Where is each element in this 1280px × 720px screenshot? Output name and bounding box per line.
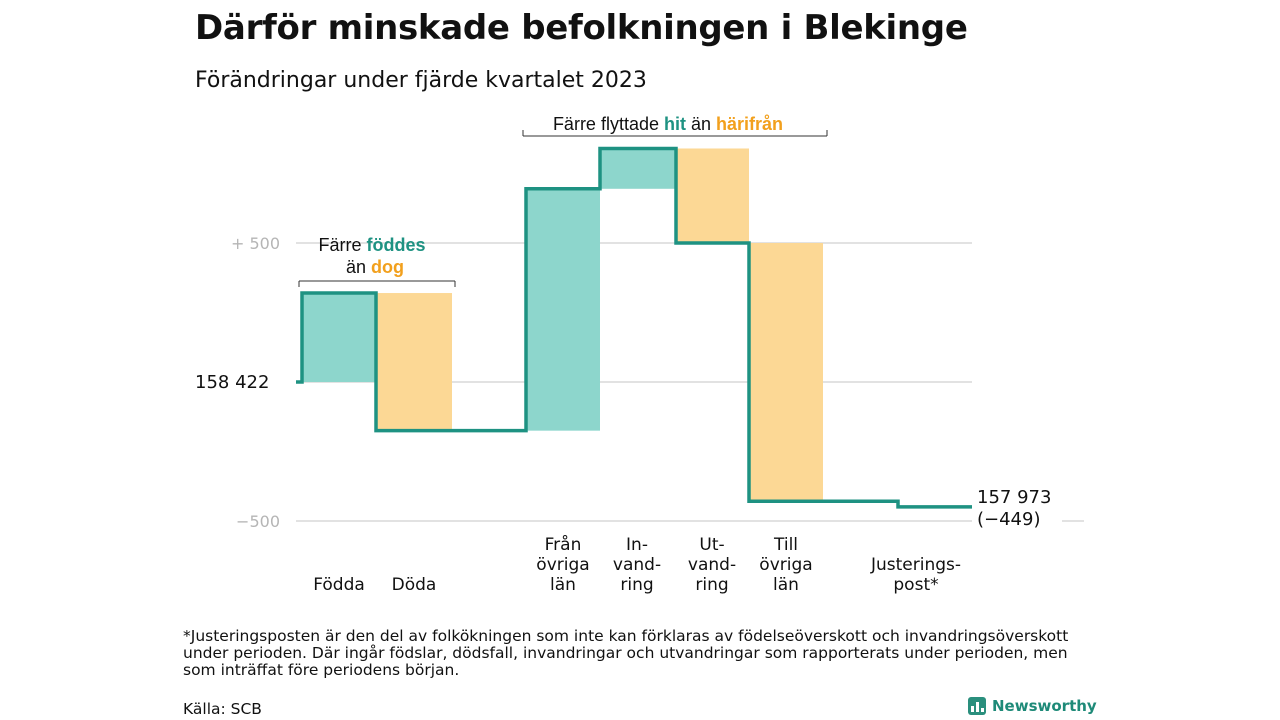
- footnote: *Justeringsposten är den del av folkökni…: [183, 627, 1069, 679]
- annotation-migration: Färre flyttade hit än härifrån: [553, 114, 783, 134]
- x-label-6-1: post*: [893, 575, 938, 595]
- chart-title: Därför minskade befolkningen i Blekinge: [195, 8, 968, 48]
- bar-1: [377, 293, 452, 431]
- x-label-4-1: vand-: [688, 555, 736, 575]
- bar-3: [600, 148, 676, 189]
- x-label-5-1: övriga: [759, 555, 812, 575]
- x-label-4-2: ring: [695, 575, 728, 595]
- x-label-3-1: vand-: [613, 555, 661, 575]
- baseline-label: 158 422: [195, 372, 269, 393]
- bar-4: [676, 148, 749, 243]
- end-value-label: 157 973: [977, 487, 1051, 508]
- source-label: Källa: SCB: [183, 700, 262, 718]
- end-change-label: (−449): [977, 509, 1040, 530]
- x-label-3-2: ring: [620, 575, 653, 595]
- newsworthy-icon: [968, 697, 986, 715]
- brand-logo: Newsworthy: [968, 697, 1097, 715]
- x-label-2-1: övriga: [536, 555, 589, 575]
- x-label-5-0: Till: [773, 535, 798, 555]
- x-label-3-0: In-: [626, 535, 648, 555]
- x-label-1-0: Döda: [392, 575, 437, 595]
- x-label-0-0: Födda: [313, 575, 365, 595]
- x-label-2-2: län: [550, 575, 576, 595]
- bar-0: [302, 293, 376, 382]
- waterfall-chart: + 500 −500 158 422 157 973(−449) Födda Döda Fr…: [195, 114, 1084, 595]
- x-label-4-0: Ut-: [699, 535, 724, 555]
- bar-2: [526, 188, 600, 431]
- y-tick-label-0: + 500: [231, 234, 280, 253]
- chart-subtitle: Förändringar under fjärde kvartalet 2023: [195, 68, 647, 93]
- annotation-births-line2: än dog: [346, 257, 404, 277]
- x-label-2-0: Från: [545, 534, 582, 555]
- y-tick-label-1: −500: [236, 512, 280, 531]
- x-label-6-0: Justerings-: [870, 555, 961, 575]
- annotation-births-line1: Färre föddes: [318, 235, 425, 255]
- x-label-5-2: län: [773, 575, 799, 595]
- brand-name: Newsworthy: [992, 697, 1097, 715]
- bar-5: [749, 243, 823, 502]
- step-line: [296, 146, 972, 509]
